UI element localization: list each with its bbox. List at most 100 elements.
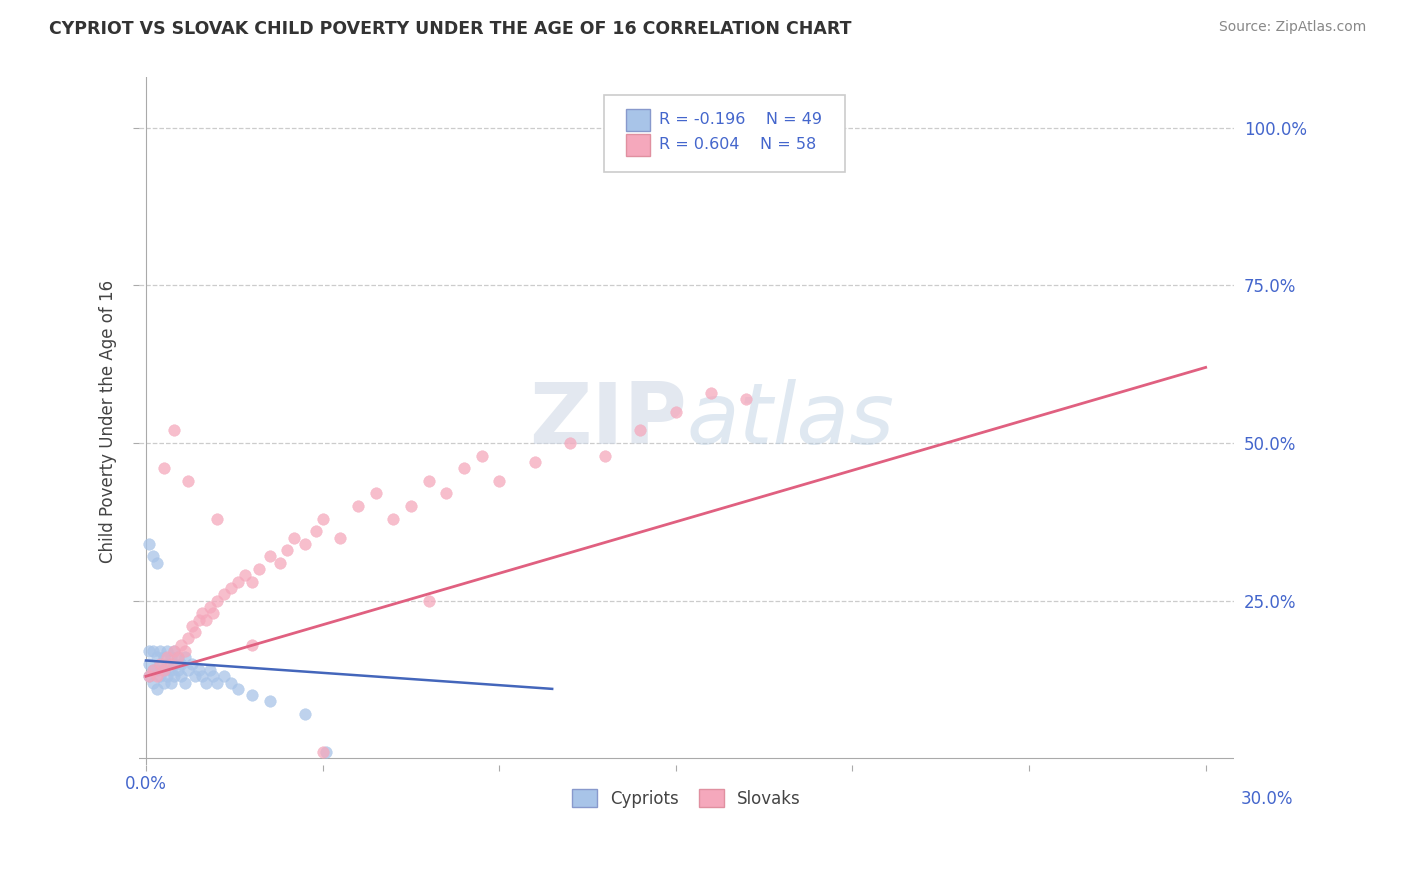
Point	[240, 688, 263, 702]
Point	[145, 650, 167, 665]
Point	[523, 455, 546, 469]
Point	[156, 657, 179, 671]
Point	[219, 675, 242, 690]
Point	[152, 663, 174, 677]
Point	[240, 574, 263, 589]
Legend: Cypriots, Slovaks: Cypriots, Slovaks	[565, 782, 807, 814]
Point	[191, 606, 214, 620]
Point	[198, 599, 221, 614]
Point	[170, 638, 193, 652]
Point	[399, 499, 422, 513]
Point	[166, 650, 188, 665]
Point	[311, 745, 333, 759]
Point	[247, 562, 270, 576]
Point	[259, 694, 281, 708]
Point	[453, 461, 475, 475]
Point	[156, 644, 179, 658]
Text: Source: ZipAtlas.com: Source: ZipAtlas.com	[1219, 20, 1367, 34]
Point	[735, 392, 758, 406]
Point	[219, 581, 242, 595]
Point	[145, 663, 167, 677]
Point	[156, 650, 179, 665]
Point	[269, 556, 291, 570]
Point	[177, 663, 200, 677]
Point	[187, 663, 209, 677]
Point	[138, 537, 160, 551]
Point	[315, 745, 337, 759]
Point	[294, 707, 316, 722]
Point	[259, 549, 281, 564]
Point	[152, 461, 174, 475]
Point	[630, 424, 652, 438]
Point	[191, 669, 214, 683]
Point	[187, 613, 209, 627]
Point	[470, 449, 492, 463]
FancyBboxPatch shape	[605, 95, 845, 172]
Point	[159, 657, 181, 671]
Point	[156, 669, 179, 683]
Text: 30.0%: 30.0%	[1241, 789, 1294, 807]
Point	[202, 606, 225, 620]
Text: ZIP: ZIP	[529, 379, 686, 462]
Point	[159, 650, 181, 665]
Point	[138, 669, 160, 683]
Point	[205, 593, 228, 607]
Point	[434, 486, 457, 500]
Point	[159, 663, 181, 677]
Point	[593, 449, 616, 463]
FancyBboxPatch shape	[626, 109, 650, 130]
Point	[173, 675, 195, 690]
Point	[180, 657, 202, 671]
Point	[205, 675, 228, 690]
Point	[240, 638, 263, 652]
Point	[364, 486, 387, 500]
Point	[347, 499, 370, 513]
Point	[149, 669, 172, 683]
Point	[180, 619, 202, 633]
Point	[418, 593, 440, 607]
Y-axis label: Child Poverty Under the Age of 16: Child Poverty Under the Age of 16	[100, 279, 117, 563]
Point	[177, 632, 200, 646]
Point	[163, 669, 186, 683]
Point	[142, 644, 165, 658]
Point	[304, 524, 326, 539]
Point	[149, 657, 172, 671]
Point	[198, 663, 221, 677]
Point	[163, 657, 186, 671]
Point	[142, 663, 165, 677]
Text: atlas: atlas	[686, 379, 894, 462]
Point	[418, 474, 440, 488]
Point	[195, 613, 218, 627]
Point	[329, 531, 352, 545]
Point	[166, 650, 188, 665]
Point	[152, 675, 174, 690]
Point	[184, 669, 207, 683]
Point	[142, 675, 165, 690]
Point	[205, 511, 228, 525]
Point	[163, 424, 186, 438]
Point	[311, 511, 333, 525]
Point	[159, 675, 181, 690]
Point	[170, 669, 193, 683]
Point	[212, 669, 235, 683]
Point	[152, 650, 174, 665]
Point	[195, 675, 218, 690]
Point	[173, 650, 195, 665]
Point	[149, 644, 172, 658]
Point	[226, 681, 249, 696]
Point	[145, 669, 167, 683]
Point	[226, 574, 249, 589]
Point	[173, 644, 195, 658]
Point	[163, 644, 186, 658]
Point	[665, 404, 688, 418]
Point	[177, 474, 200, 488]
FancyBboxPatch shape	[626, 134, 650, 156]
Point	[138, 644, 160, 658]
Point	[145, 681, 167, 696]
Point	[276, 543, 298, 558]
Text: R = -0.196    N = 49: R = -0.196 N = 49	[659, 112, 823, 128]
Point	[149, 657, 172, 671]
Text: CYPRIOT VS SLOVAK CHILD POVERTY UNDER THE AGE OF 16 CORRELATION CHART: CYPRIOT VS SLOVAK CHILD POVERTY UNDER TH…	[49, 20, 852, 37]
Point	[558, 436, 581, 450]
Point	[166, 663, 188, 677]
